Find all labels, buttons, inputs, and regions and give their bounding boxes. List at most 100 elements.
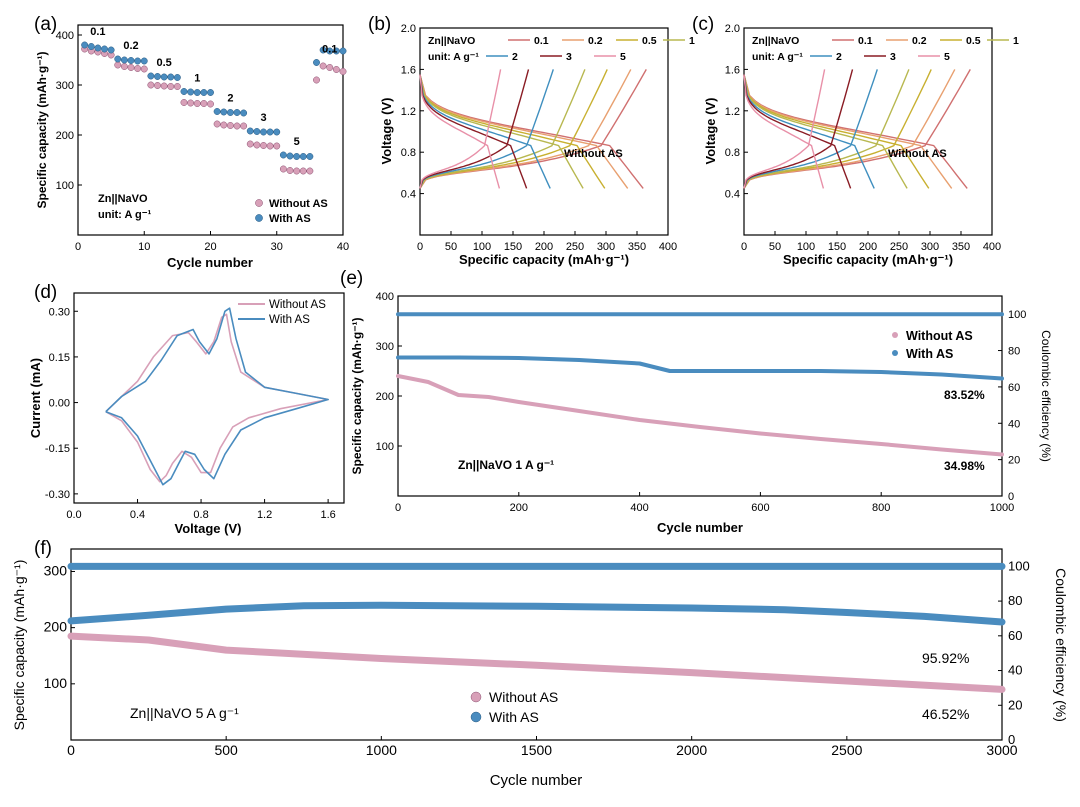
y2-tick-label: 40 xyxy=(1008,418,1020,430)
x-ticks: 0 50 100 150 200 250 300 350 400 xyxy=(417,231,677,253)
data-point xyxy=(233,122,241,130)
x-tick-label: 300 xyxy=(597,241,615,253)
y-tick-label: 0.30 xyxy=(49,306,70,318)
data-point xyxy=(140,65,148,73)
panel-c: 0 50 100 150 200 250 300 350 400 0.4 0.8 1.2 1.6 2.0… xyxy=(703,23,1019,267)
legend-rate-label: 5 xyxy=(944,51,950,63)
data-point xyxy=(226,122,234,129)
discharge-curve xyxy=(419,74,629,189)
y-tick-label: 300 xyxy=(44,562,68,578)
rate-label: 0.1 xyxy=(322,44,337,56)
x-tick-label: 100 xyxy=(797,241,815,253)
data-point xyxy=(326,64,334,71)
legend-unit: unit: A g⁻¹ xyxy=(428,51,479,63)
data-point xyxy=(313,59,320,66)
x-tick-label: 30 xyxy=(271,241,283,253)
annotation-system: Zn||NaVO 1 A g⁻¹ xyxy=(458,458,554,472)
x-tick-label: 1.2 xyxy=(257,509,272,521)
discharge-curve xyxy=(743,74,953,189)
legend-rate-label: 5 xyxy=(620,51,626,63)
y2-tick-label: 40 xyxy=(1008,663,1022,678)
gcd-curves xyxy=(419,69,647,189)
x-tick-label: 2000 xyxy=(676,742,707,758)
data-point xyxy=(319,46,327,54)
y2-tick-label: 100 xyxy=(1008,558,1030,573)
retention-with: 83.52% xyxy=(944,388,985,402)
data-point xyxy=(134,65,142,72)
panel-label-e: (e) xyxy=(340,268,363,289)
plot-frame xyxy=(73,292,345,504)
discharge-curve xyxy=(743,74,908,189)
panel-e: 0 200 400 600 800 1000 100 200 300 400 0 20 40 60 80… xyxy=(350,291,1053,535)
y-ticks: 100 200 300 xyxy=(44,562,75,691)
y2-ticks: 0 20 40 60 80 100 xyxy=(998,558,1030,747)
data-point xyxy=(127,64,135,71)
data-point xyxy=(260,142,267,149)
y2-tick-label: 100 xyxy=(1008,309,1026,321)
y2-tick-label: 80 xyxy=(1008,346,1020,358)
data-point xyxy=(154,73,161,80)
data-points xyxy=(81,41,347,175)
x-tick-label: 200 xyxy=(510,502,528,514)
discharge-curve xyxy=(419,74,606,189)
panel-a: 0 10 20 30 40 100 200 300 400 0.1 0.2 0.5 1 2 3 50.1 … xyxy=(35,24,349,270)
panel-d: 0.0 0.4 0.8 1.2 1.6 -0.30 -0.15 0.00 0.15 0.30 W… xyxy=(28,292,345,536)
x-tick-label: 2500 xyxy=(831,742,862,758)
data-point xyxy=(120,63,128,70)
charge-curve xyxy=(743,69,826,189)
data-point xyxy=(160,73,168,81)
discharge-curve xyxy=(743,74,930,189)
data-point xyxy=(253,128,261,135)
y-tick-label: 200 xyxy=(56,130,74,142)
y2-tick-label: 20 xyxy=(1008,455,1020,467)
cycling-data xyxy=(396,312,1004,457)
y-tick-label: 200 xyxy=(376,391,394,403)
discharge-curve xyxy=(743,74,825,189)
legend-label-with: With AS xyxy=(269,314,310,326)
data-point xyxy=(81,41,89,49)
cycling-data xyxy=(67,562,1006,693)
legend-label-with: With AS xyxy=(269,213,311,225)
x-tick-label: 50 xyxy=(769,241,781,253)
x-tick-label: 400 xyxy=(659,241,677,253)
retention-without: 34.98% xyxy=(944,459,985,473)
legend-unit: unit: A g⁻¹ xyxy=(752,51,803,63)
x-ticks: 0 50 100 150 200 250 300 350 400 xyxy=(741,231,1001,253)
y2-axis-label: Coulombic efficiency (%) xyxy=(1053,568,1069,722)
x-tick-label: 200 xyxy=(535,241,553,253)
y-tick-label: -0.30 xyxy=(45,489,70,501)
x-tick-label: 0.0 xyxy=(66,509,81,521)
y-tick-label: 100 xyxy=(44,675,68,691)
x-tick-label: 350 xyxy=(952,241,970,253)
x-tick-label: 0 xyxy=(417,241,423,253)
annotation-note: Without AS xyxy=(564,148,623,160)
data-point xyxy=(167,83,175,90)
data-point xyxy=(87,43,95,50)
y2-tick-label: 20 xyxy=(1008,697,1022,712)
x-tick-label: 0 xyxy=(75,241,81,253)
data-point xyxy=(293,167,301,175)
x-tick-label: 800 xyxy=(872,502,890,514)
x-tick-label: 10 xyxy=(138,241,150,253)
rate-label: 1 xyxy=(194,73,200,85)
data-point xyxy=(233,109,241,116)
y2-tick-label: 60 xyxy=(1008,382,1020,394)
legend-title: Zn||NaVO xyxy=(752,35,799,47)
data-point xyxy=(173,74,181,81)
data-point xyxy=(200,89,208,96)
y-axis-label: Specific capacity (mAh·g⁻¹) xyxy=(11,560,27,731)
y-tick-label: 0.8 xyxy=(725,147,740,159)
y-tick-label: 300 xyxy=(376,341,394,353)
panel-f: 0 500 1000 1500 2000 2500 3000 100 200 300 0 20 40… xyxy=(11,548,1069,789)
rate-labels: 0.1 0.2 0.5 1 2 3 5 0.1 xyxy=(90,26,337,148)
data-point xyxy=(207,89,214,96)
data-point xyxy=(140,57,148,65)
charge-curve xyxy=(743,69,878,189)
data-point xyxy=(299,167,307,175)
legend-label-without: Without AS xyxy=(269,198,328,210)
charge-curve xyxy=(419,69,554,189)
legend-marker-with xyxy=(255,214,263,222)
x-tick-label: 1000 xyxy=(366,742,397,758)
discharge-curve xyxy=(743,74,852,189)
x-tick-label: 350 xyxy=(628,241,646,253)
